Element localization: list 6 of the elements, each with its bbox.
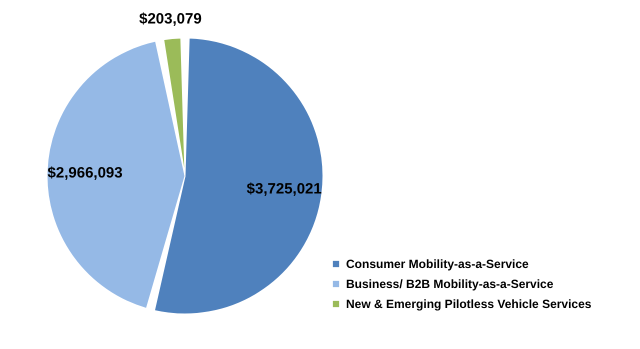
data-label: $3,725,021	[246, 180, 322, 198]
legend-label: Consumer Mobility-as-a-Service	[346, 257, 530, 271]
legend-label: New & Emerging Pilotless Vehicle Services	[346, 297, 592, 311]
data-label: $203,079	[139, 10, 202, 28]
legend-label: Business/ B2B Mobility-as-a-Service	[346, 277, 554, 291]
data-label: $2,966,093	[48, 164, 123, 182]
